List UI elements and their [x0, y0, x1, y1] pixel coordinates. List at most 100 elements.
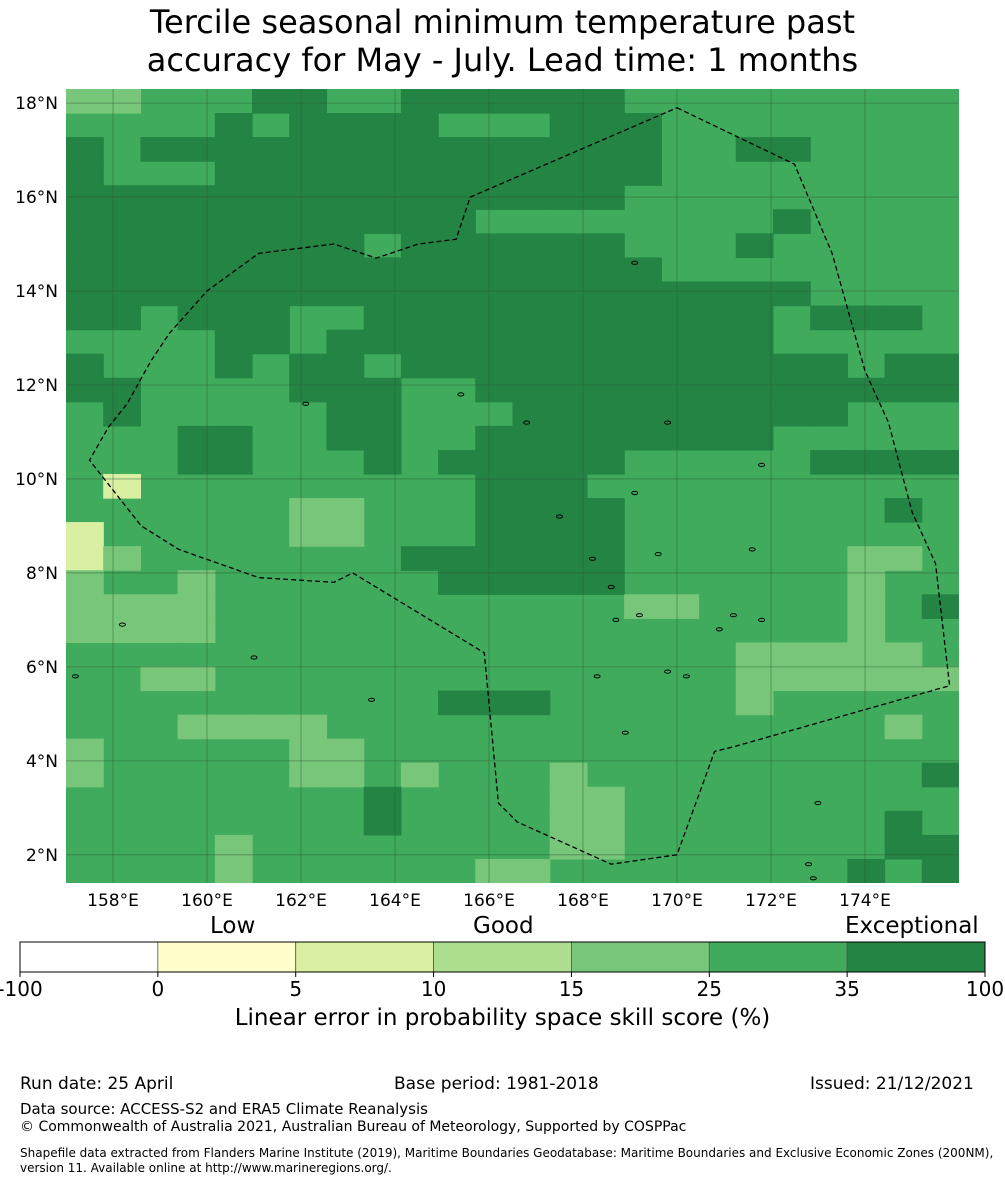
grid-cell [438, 570, 476, 595]
island-outline [588, 556, 596, 561]
grid-cell [252, 233, 290, 259]
grid-cell [66, 762, 104, 788]
grid-cell [586, 185, 625, 210]
grid-cell [512, 377, 551, 403]
grid-cell [400, 113, 439, 138]
grid-cell [847, 858, 886, 883]
grid-cell [698, 281, 737, 307]
grid-cell [735, 690, 774, 716]
chart-title-line-2: accuracy for May - July. Lead time: 1 mo… [146, 41, 859, 79]
grid-cell [326, 209, 365, 234]
island-outline [612, 617, 620, 623]
grid-cell [512, 570, 551, 595]
lon-tick-label: 174°E [839, 891, 891, 911]
grid-cell [586, 401, 625, 427]
grid-cell [586, 810, 625, 836]
grid-cell [810, 305, 848, 331]
grid-cell [289, 233, 328, 259]
grid-cell [475, 449, 514, 475]
grid-cell [772, 377, 811, 403]
lat-tick-label: 16°N [15, 188, 58, 208]
colorbar-tick-label: 35 [834, 977, 859, 1001]
grid-cell [475, 546, 514, 571]
grid-cell [214, 858, 253, 883]
grid-cell [884, 449, 923, 475]
grid-cell [512, 233, 551, 259]
grid-cell [66, 161, 104, 186]
grid-cell [252, 257, 290, 283]
grid-cell [549, 570, 588, 595]
island-outline [748, 547, 756, 552]
grid-cell [624, 425, 662, 451]
colorbar-segment [571, 941, 710, 973]
grid-cell [847, 666, 886, 692]
grid-cell [512, 329, 551, 355]
colorbar-segment [708, 941, 848, 973]
island-outline [805, 862, 813, 867]
island-coastlines [71, 260, 822, 881]
grid-cell [586, 161, 625, 186]
grid-cell [326, 353, 365, 379]
grid-cell [810, 666, 848, 692]
island-outline [664, 420, 672, 425]
grid-cell [661, 594, 700, 619]
grid-cell [772, 642, 811, 668]
colorbar-label-good: Good [473, 913, 534, 939]
lon-tick-label: 170°E [651, 891, 703, 911]
grid-cell [475, 858, 514, 883]
grid-cell [140, 137, 179, 162]
colorbar-tick-label: 10 [421, 977, 446, 1001]
grid-cell [252, 209, 290, 234]
grid-cell [400, 353, 439, 379]
grid-cell [363, 161, 402, 186]
lon-tick-label: 168°E [557, 891, 609, 911]
grid-cell [772, 401, 811, 427]
grid-cell [214, 353, 253, 379]
grid-cell [326, 425, 365, 451]
grid-cell [549, 425, 588, 451]
grid-cell [177, 570, 216, 595]
grid-cell [363, 425, 402, 451]
grid-cell [847, 594, 886, 619]
island-outline [758, 462, 766, 467]
grid-cell [363, 810, 402, 836]
grid-cell [512, 353, 551, 379]
grid-cell [586, 137, 625, 162]
grid-cell [735, 377, 774, 403]
grid-cell [549, 546, 588, 571]
grid-cell [140, 281, 179, 307]
grid-cell [103, 257, 142, 283]
grid-cell [140, 618, 179, 643]
colorbar-tick-label: 100 [966, 977, 1004, 1001]
grid-cell [475, 89, 514, 114]
grid-cell [289, 281, 328, 307]
grid-cell [586, 329, 625, 355]
grid-cell [289, 353, 328, 379]
grid-cell [475, 570, 514, 595]
island-outline [607, 584, 615, 590]
grid-cell [214, 425, 253, 451]
grid-cell [438, 257, 476, 283]
grid-cell [177, 666, 216, 692]
grid-cell [735, 281, 774, 307]
grid-cell [289, 498, 328, 523]
grid-cell [772, 209, 811, 234]
grid-cell [214, 305, 253, 331]
grid-cell [549, 498, 588, 523]
grid-cell [735, 666, 774, 692]
grid-cell [549, 353, 588, 379]
grid-cell [586, 89, 625, 114]
grid-cell [661, 329, 700, 355]
grid-cell [661, 377, 700, 403]
grid-cell [624, 401, 662, 427]
grid-cell [326, 257, 365, 283]
grid-cell [884, 305, 923, 331]
grid-cell [512, 281, 551, 307]
grid-cell [66, 353, 104, 379]
grid-cell [847, 642, 886, 668]
grid-cell [289, 714, 328, 740]
grid-cell [66, 137, 104, 162]
grid-cell [103, 594, 142, 619]
grid-cell [400, 305, 439, 331]
